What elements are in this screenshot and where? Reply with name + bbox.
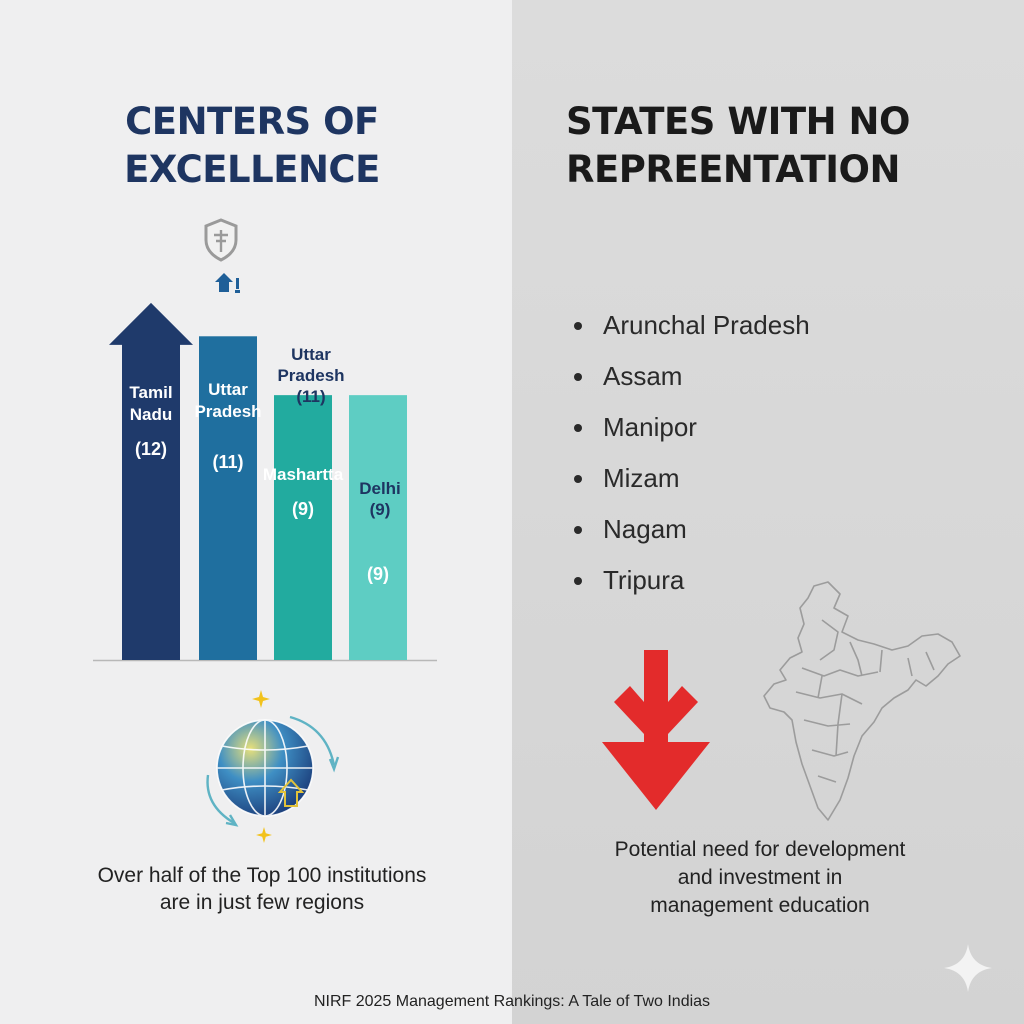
shield-emblem-icon bbox=[204, 218, 238, 262]
bar-value-label: (9) bbox=[367, 564, 389, 584]
right-title-line1: STATES WITH NO bbox=[566, 100, 910, 143]
sparkle-icon-bottom bbox=[256, 827, 272, 843]
list-item: Tripura bbox=[572, 555, 810, 606]
down-arrow-icon bbox=[602, 650, 710, 810]
list-item: Assam bbox=[572, 351, 810, 402]
bar-value-label: (12) bbox=[135, 439, 167, 459]
list-item: Manipor bbox=[572, 402, 810, 453]
left-title: CENTERS OF EXCELLENCE bbox=[40, 98, 464, 194]
states-list: Arunchal Pradesh Assam Manipor Mizam Nag… bbox=[572, 300, 810, 606]
bar-top-label: Uttar bbox=[291, 345, 331, 364]
left-caption-line2: are in just few regions bbox=[159, 891, 365, 914]
footer-caption: NIRF 2025 Management Rankings: A Tale of… bbox=[313, 993, 711, 1010]
sparkle-icon-corner bbox=[944, 944, 992, 992]
right-caption-line3: management education bbox=[650, 894, 870, 917]
india-map-icon bbox=[763, 581, 961, 821]
bar-name-label: Tamil bbox=[129, 383, 172, 402]
bar-top-label: (11) bbox=[296, 387, 325, 406]
right-caption: Potential need for development and inves… bbox=[560, 836, 960, 920]
bar-value-label: (11) bbox=[212, 452, 243, 472]
bar-chart: Tamil Nadu (12) Uttar Pradesh (11) Mashartta (9… bbox=[93, 302, 437, 662]
right-caption-line1: Potential need for development bbox=[614, 838, 906, 861]
bar-top-label: Delhi bbox=[359, 479, 401, 498]
bar-top-label: Pradesh bbox=[277, 366, 344, 385]
right-panel bbox=[512, 0, 1024, 1024]
bar-value-label: (9) bbox=[292, 499, 314, 519]
left-caption: Over half of the Top 100 institutions ar… bbox=[60, 862, 464, 916]
list-item: Nagam bbox=[572, 504, 810, 555]
sparkle-icon bbox=[252, 690, 270, 708]
list-item: Arunchal Pradesh bbox=[572, 300, 810, 351]
circular-arrows-icon bbox=[206, 715, 340, 827]
left-title-line2: EXCELLENCE bbox=[124, 148, 380, 191]
globe-icon bbox=[216, 719, 314, 817]
right-title-line2: REPREENTATION bbox=[566, 148, 900, 191]
bar bbox=[199, 336, 257, 660]
bar-name-label: Nadu bbox=[130, 405, 173, 424]
bar-name-label: Mashartta bbox=[263, 465, 344, 484]
list-item: Mizam bbox=[572, 453, 810, 504]
bar-top-label: (9) bbox=[370, 500, 391, 519]
bar bbox=[349, 395, 407, 660]
right-caption-line2: and investment in bbox=[677, 866, 843, 889]
bar bbox=[274, 395, 332, 660]
right-title: STATES WITH NO REPREENTATION bbox=[566, 98, 986, 194]
left-title-line1: CENTERS OF bbox=[125, 100, 379, 143]
bar-name-label: Uttar bbox=[208, 380, 248, 399]
bar-name-label: Pradesh bbox=[194, 402, 261, 421]
bar bbox=[109, 302, 193, 660]
left-caption-line1: Over half of the Top 100 institutions bbox=[97, 864, 427, 887]
up-arrow-house-icon bbox=[215, 273, 240, 293]
